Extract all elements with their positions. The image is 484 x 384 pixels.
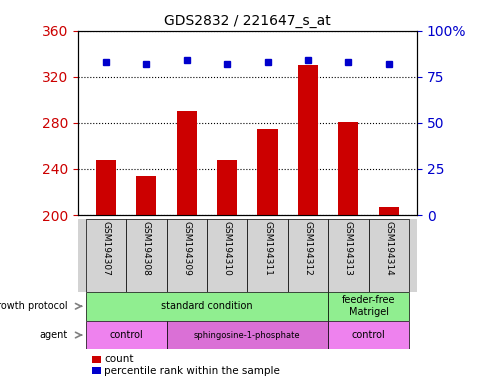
Text: control: control bbox=[351, 330, 385, 340]
Bar bbox=[378, 207, 398, 215]
Bar bbox=[166, 219, 207, 292]
Bar bbox=[86, 321, 166, 349]
Bar bbox=[257, 129, 277, 215]
Bar bbox=[176, 111, 197, 215]
Text: feeder-free
Matrigel: feeder-free Matrigel bbox=[341, 295, 394, 317]
Bar bbox=[297, 65, 318, 215]
Bar bbox=[126, 219, 166, 292]
Text: sphingosine-1-phosphate: sphingosine-1-phosphate bbox=[194, 331, 300, 339]
Text: GSM194307: GSM194307 bbox=[101, 221, 110, 276]
Text: GSM194309: GSM194309 bbox=[182, 221, 191, 276]
Bar bbox=[136, 176, 156, 215]
Bar bbox=[86, 292, 328, 321]
Text: count: count bbox=[104, 354, 134, 364]
Bar bbox=[216, 160, 237, 215]
Bar bbox=[95, 160, 116, 215]
Bar bbox=[86, 219, 126, 292]
Bar bbox=[328, 292, 408, 321]
Text: GSM194310: GSM194310 bbox=[222, 221, 231, 276]
Text: GSM194312: GSM194312 bbox=[303, 221, 312, 276]
Text: GSM194314: GSM194314 bbox=[383, 221, 393, 276]
Bar bbox=[368, 219, 408, 292]
Title: GDS2832 / 221647_s_at: GDS2832 / 221647_s_at bbox=[164, 14, 330, 28]
Bar bbox=[247, 219, 287, 292]
Bar bbox=[337, 122, 358, 215]
Bar bbox=[328, 219, 368, 292]
Bar bbox=[287, 219, 328, 292]
Text: control: control bbox=[109, 330, 143, 340]
Text: GSM194311: GSM194311 bbox=[262, 221, 272, 276]
Text: GSM194308: GSM194308 bbox=[141, 221, 151, 276]
Text: agent: agent bbox=[40, 330, 68, 340]
Text: percentile rank within the sample: percentile rank within the sample bbox=[104, 366, 280, 376]
Bar bbox=[166, 321, 328, 349]
Text: standard condition: standard condition bbox=[161, 301, 252, 311]
Text: GSM194313: GSM194313 bbox=[343, 221, 352, 276]
Bar bbox=[328, 321, 408, 349]
Bar bbox=[207, 219, 247, 292]
Text: growth protocol: growth protocol bbox=[0, 301, 68, 311]
